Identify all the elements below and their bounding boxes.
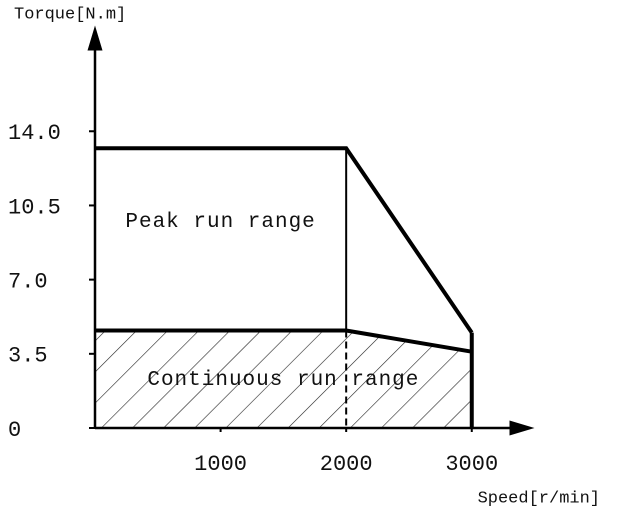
peak-line bbox=[95, 146, 474, 334]
y-tick-label: 0 bbox=[8, 418, 21, 443]
y-axis-label: Torque[N.m] bbox=[14, 5, 126, 24]
y-tick-label: 7.0 bbox=[8, 269, 48, 294]
y-tick-label: 14.0 bbox=[8, 121, 61, 146]
y-tick-label: 10.5 bbox=[8, 195, 61, 220]
y-tick-label: 3.5 bbox=[8, 344, 48, 369]
annotation: Continuous run range bbox=[147, 369, 419, 392]
x-axis-label: Speed[r/min] bbox=[478, 489, 600, 508]
continuous-line bbox=[95, 328, 473, 354]
x-tick-label: 1000 bbox=[194, 452, 247, 477]
annotation: Peak run range bbox=[125, 211, 315, 234]
x-tick-label: 2000 bbox=[320, 452, 373, 477]
x-tick-label: 3000 bbox=[445, 452, 498, 477]
continuous-area bbox=[95, 330, 472, 428]
